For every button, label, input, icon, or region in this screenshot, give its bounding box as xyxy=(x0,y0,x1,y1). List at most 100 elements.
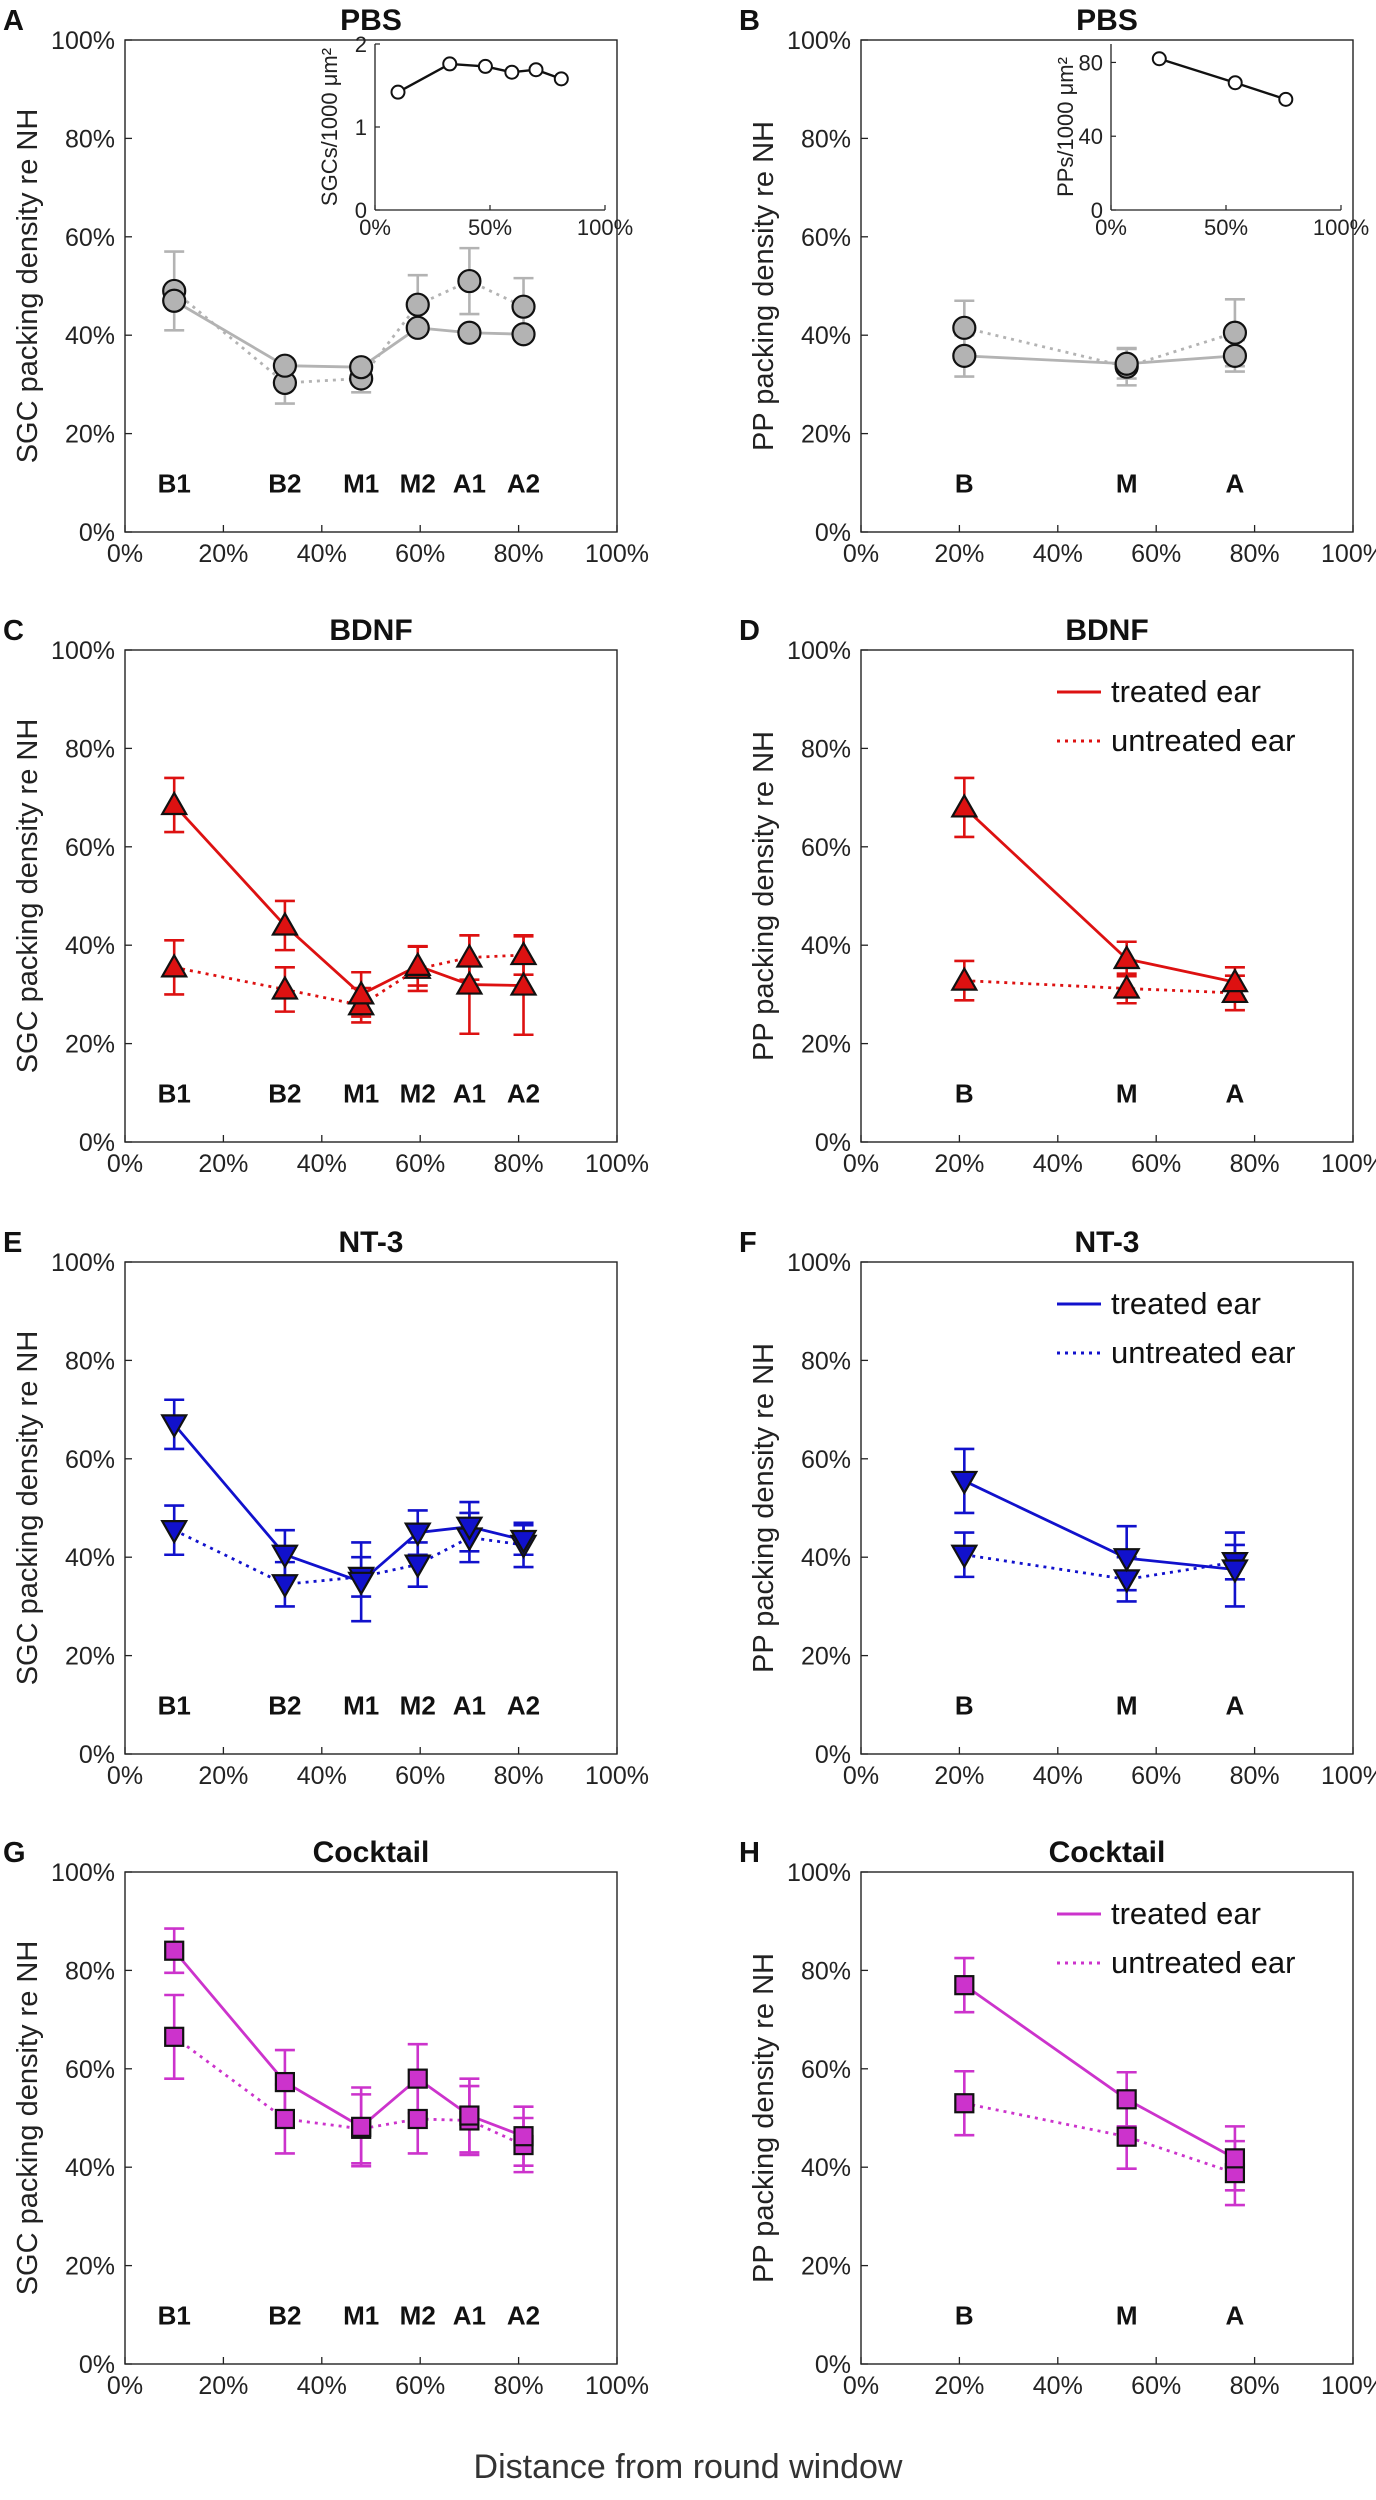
series-line-treated xyxy=(173,804,524,997)
x-tick-label: 60% xyxy=(395,1150,445,1178)
panel-title: BDNF xyxy=(1065,614,1148,647)
legend-label: untreated ear xyxy=(1111,1335,1295,1370)
y-tick-label: 0% xyxy=(79,519,115,547)
y-axis-label: SGC packing density re NH xyxy=(12,1331,44,1686)
region-label: M1 xyxy=(343,1079,379,1109)
region-label: M2 xyxy=(400,2301,436,2331)
x-tick-label: 60% xyxy=(395,2372,445,2400)
data-point xyxy=(271,975,299,1000)
panel-letter: B xyxy=(739,5,760,37)
region-label: A2 xyxy=(507,1079,540,1109)
x-tick-label: 40% xyxy=(297,1762,347,1790)
y-tick-label: 60% xyxy=(65,1446,115,1474)
y-tick-label: 100% xyxy=(787,637,851,665)
y-tick-label: 20% xyxy=(801,1031,851,1059)
data-point xyxy=(950,966,979,991)
data-point xyxy=(1116,2126,1137,2147)
data-point xyxy=(509,971,538,996)
y-tick-label: 100% xyxy=(51,637,115,665)
y-tick-label: 100% xyxy=(51,27,115,55)
series-line-untreated xyxy=(964,2101,1236,2175)
panel-f: 0% 20% 40% 60% 80% 100% 0% 20% 40% 60% 80% 100% PP p… xyxy=(739,1226,1376,1790)
panel-title: PBS xyxy=(340,4,402,37)
inset-point xyxy=(1227,75,1243,91)
series-line-treated xyxy=(963,806,1236,984)
inset-y-tick-label: 2 xyxy=(355,32,367,57)
y-tick-label: 0% xyxy=(815,1741,851,1769)
panel-letter: G xyxy=(3,1837,26,1869)
inset-point xyxy=(390,84,406,100)
y-axis-label: SGC packing density re NH xyxy=(12,719,44,1074)
data-point xyxy=(457,320,482,345)
x-tick-label: 0% xyxy=(107,540,143,568)
panel-title: PBS xyxy=(1076,4,1138,37)
inset-point xyxy=(442,56,458,72)
region-label: A1 xyxy=(453,2301,486,2331)
data-point xyxy=(403,1554,432,1579)
data-point xyxy=(271,1544,299,1569)
y-tick-label: 40% xyxy=(801,2154,851,2182)
data-point xyxy=(1224,2148,1246,2169)
panel-d: 0% 20% 40% 60% 80% 100% 0% 20% 40% 60% 80% 100% PP p… xyxy=(739,614,1376,1178)
panel-title: NT-3 xyxy=(1074,1226,1139,1259)
inset-y-tick-label: 1 xyxy=(355,115,367,140)
x-tick-label: 100% xyxy=(1321,1762,1376,1790)
data-point xyxy=(403,1522,432,1547)
inset-a: 0% 50% 100% 0 1 2 SGCs/1000 μm² xyxy=(317,32,633,240)
x-tick-label: 80% xyxy=(494,2372,544,2400)
series-line-treated xyxy=(964,354,1236,366)
y-tick-label: 60% xyxy=(65,2056,115,2084)
region-label: A1 xyxy=(453,469,486,499)
data-point xyxy=(950,1544,979,1569)
panel-title: Cocktail xyxy=(313,1836,430,1869)
region-label: A1 xyxy=(453,1079,486,1109)
region-label: A1 xyxy=(453,1691,486,1721)
y-tick-label: 100% xyxy=(787,27,851,55)
x-tick-label: 60% xyxy=(1131,540,1181,568)
series-line-untreated xyxy=(963,326,1236,369)
data-point xyxy=(403,951,432,976)
panel-a: 0% 20% 40% 60% 80% 100%0%20%40%60%80%100%SGC … xyxy=(3,4,649,568)
x-tick-label: 20% xyxy=(198,1150,248,1178)
data-point xyxy=(160,953,189,978)
x-tick-label: 80% xyxy=(494,540,544,568)
data-point xyxy=(1112,974,1141,999)
axes-frame xyxy=(860,1261,1354,1755)
panel-title: BDNF xyxy=(329,614,412,647)
y-tick-label: 80% xyxy=(65,735,115,763)
region-label: A xyxy=(1226,1691,1245,1721)
inset-point xyxy=(1278,91,1294,107)
y-tick-label: 0% xyxy=(79,2351,115,2379)
y-tick-label: 0% xyxy=(79,1741,115,1769)
data-point xyxy=(950,793,979,818)
x-tick-label: 100% xyxy=(585,1762,649,1790)
data-point xyxy=(160,1520,189,1545)
inset-x-tick-label: 100% xyxy=(1313,215,1369,240)
inset-point xyxy=(1151,51,1167,67)
data-point xyxy=(407,2108,428,2130)
data-point xyxy=(954,2093,975,2114)
y-axis-label: PP packing density re NH xyxy=(748,731,780,1061)
data-point xyxy=(271,1574,299,1599)
panel-g: 0% 20% 40% 60% 80% 100% 0% 20% 40% 60% 80% 100% SGC … xyxy=(3,1836,649,2400)
data-point xyxy=(274,2108,295,2130)
axes-frame xyxy=(860,649,1354,1143)
region-label: M xyxy=(1116,1079,1138,1109)
data-point xyxy=(1222,320,1248,345)
x-tick-label: 40% xyxy=(297,540,347,568)
region-label: B2 xyxy=(268,2301,301,2331)
region-label: B2 xyxy=(268,469,301,499)
panel-letter: D xyxy=(739,615,760,647)
data-point xyxy=(455,1516,484,1541)
y-tick-label: 20% xyxy=(65,1031,115,1059)
region-label: A xyxy=(1226,2301,1245,2331)
data-point xyxy=(164,2026,185,2047)
legend-label: treated ear xyxy=(1111,1286,1261,1321)
y-tick-label: 60% xyxy=(65,834,115,862)
x-tick-label: 20% xyxy=(934,1762,984,1790)
y-axis-label: PP packing density re NH xyxy=(748,1953,780,2283)
x-tick-label: 80% xyxy=(494,1762,544,1790)
legend-label: treated ear xyxy=(1111,674,1261,709)
y-tick-label: 100% xyxy=(51,1859,115,1887)
